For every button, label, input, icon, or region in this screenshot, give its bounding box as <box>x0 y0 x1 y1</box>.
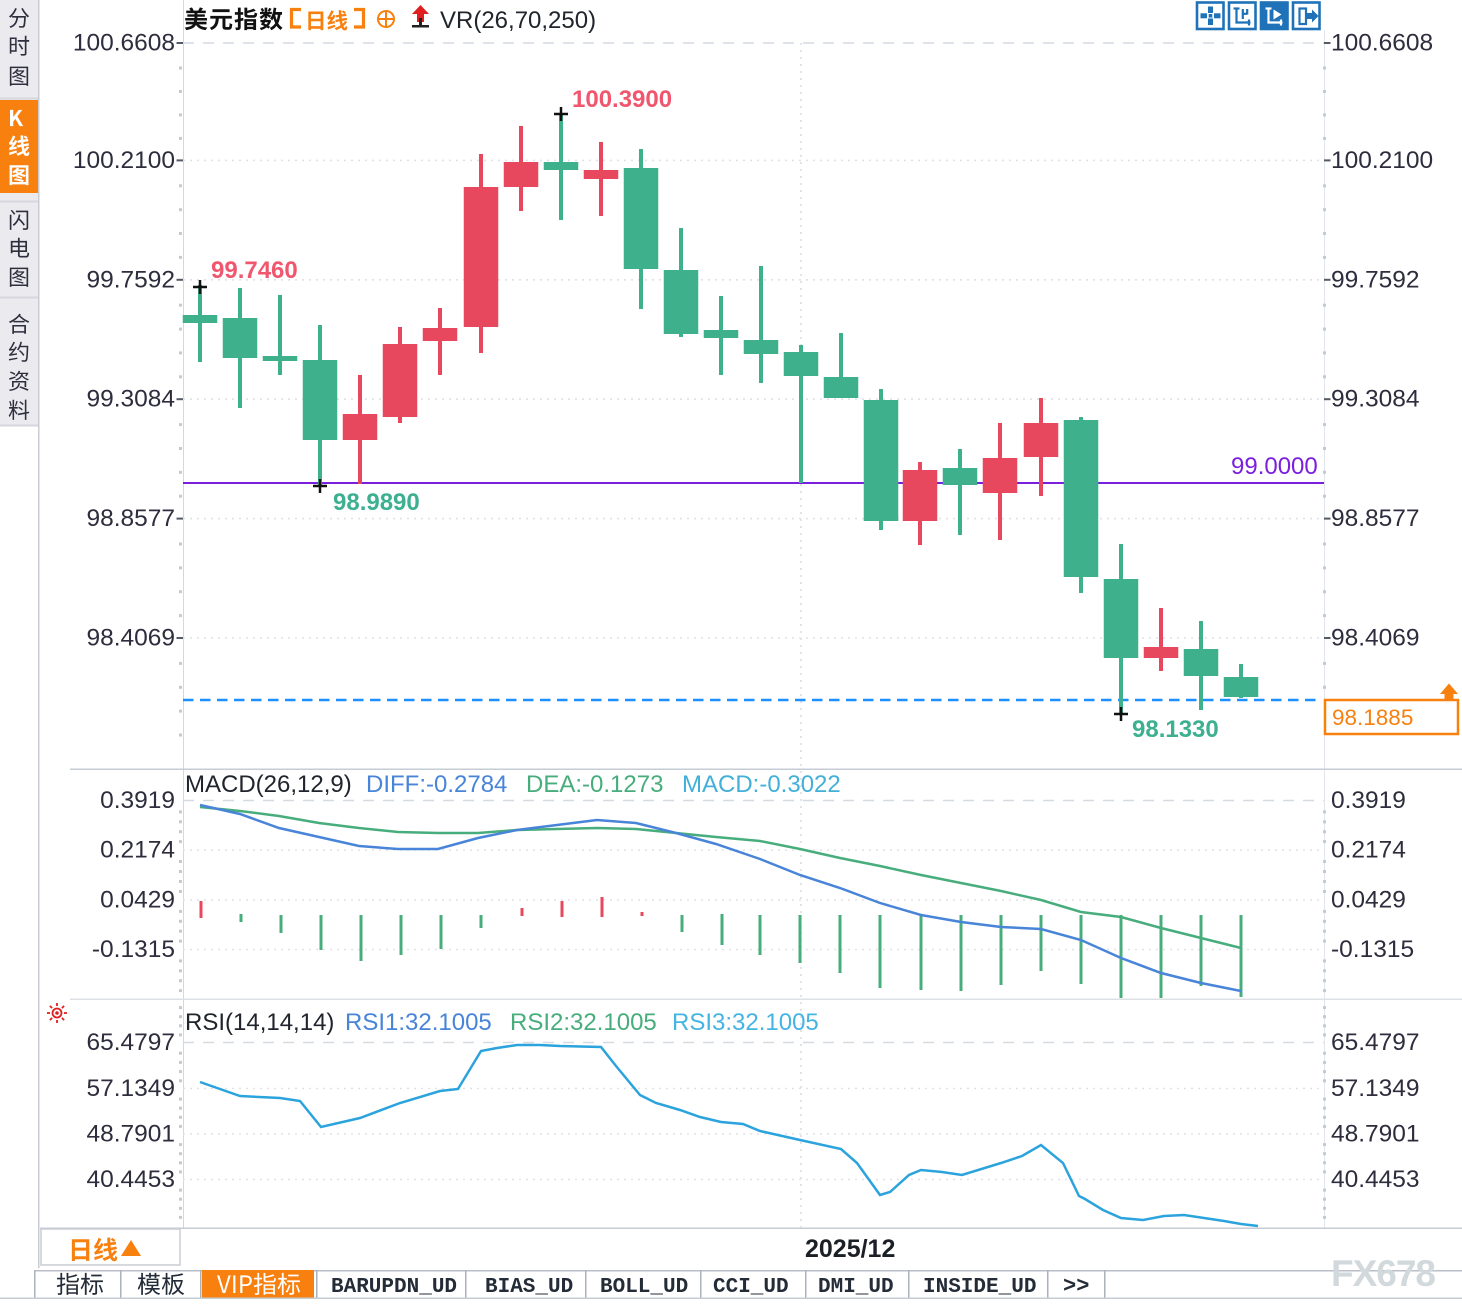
svg-text:98.8577: 98.8577 <box>86 505 175 532</box>
svg-text:98.9890: 98.9890 <box>333 489 420 516</box>
svg-text:0.3919: 0.3919 <box>100 787 175 814</box>
svg-text:RSI(14,14,14): RSI(14,14,14) <box>185 1009 334 1036</box>
svg-text:0.2174: 0.2174 <box>1331 837 1406 864</box>
svg-text:-0.1315: -0.1315 <box>92 936 175 963</box>
svg-text:99.7460: 99.7460 <box>211 257 298 284</box>
svg-text:65.4797: 65.4797 <box>86 1029 175 1056</box>
svg-text:98.8577: 98.8577 <box>1331 505 1420 532</box>
svg-text:2025/12: 2025/12 <box>805 1235 895 1263</box>
svg-text:-0.1315: -0.1315 <box>1331 936 1414 963</box>
svg-text:0.2174: 0.2174 <box>100 837 175 864</box>
svg-text:INSIDE_UD: INSIDE_UD <box>923 1276 1036 1299</box>
svg-text:99.3084: 99.3084 <box>1331 386 1420 413</box>
svg-text:99.0000: 99.0000 <box>1231 453 1318 480</box>
svg-text:DIFF:-0.2784: DIFF:-0.2784 <box>366 771 507 798</box>
svg-text:VR(26,70,250): VR(26,70,250) <box>440 7 596 34</box>
svg-text:48.7901: 48.7901 <box>1331 1121 1420 1148</box>
svg-text:FX678: FX678 <box>1331 1253 1435 1294</box>
svg-text:99.7592: 99.7592 <box>1331 266 1420 293</box>
svg-text:98.4069: 98.4069 <box>86 625 175 652</box>
svg-text:40.4453: 40.4453 <box>1331 1166 1420 1193</box>
svg-text:0.0429: 0.0429 <box>1331 887 1406 914</box>
svg-text:98.1885: 98.1885 <box>1332 705 1413 730</box>
svg-text:98.1330: 98.1330 <box>1132 716 1219 743</box>
svg-text:MACD:-0.3022: MACD:-0.3022 <box>682 771 841 798</box>
svg-text:BARUPDN_UD: BARUPDN_UD <box>331 1276 457 1299</box>
svg-text:48.7901: 48.7901 <box>86 1121 175 1148</box>
svg-text:100.6608: 100.6608 <box>73 30 175 57</box>
svg-text:98.4069: 98.4069 <box>1331 625 1420 652</box>
svg-text:BIAS_UD: BIAS_UD <box>485 1276 573 1299</box>
svg-text:100.3900: 100.3900 <box>572 86 672 113</box>
svg-text:100.6608: 100.6608 <box>1331 30 1433 57</box>
svg-text:99.7592: 99.7592 <box>86 266 175 293</box>
svg-text:65.4797: 65.4797 <box>1331 1029 1420 1056</box>
svg-text:0.3919: 0.3919 <box>1331 787 1406 814</box>
svg-text:0.0429: 0.0429 <box>100 887 175 914</box>
svg-text:RSI3:32.1005: RSI3:32.1005 <box>672 1009 819 1036</box>
svg-text:100.2100: 100.2100 <box>73 147 175 174</box>
svg-text:RSI1:32.1005: RSI1:32.1005 <box>345 1009 492 1036</box>
svg-text:CCI_UD: CCI_UD <box>713 1276 789 1299</box>
svg-text:>>: >> <box>1063 1274 1089 1299</box>
svg-text:57.1349: 57.1349 <box>86 1075 175 1102</box>
svg-text:40.4453: 40.4453 <box>86 1166 175 1193</box>
svg-text:57.1349: 57.1349 <box>1331 1075 1420 1102</box>
svg-text:MACD(26,12,9): MACD(26,12,9) <box>185 771 352 798</box>
svg-text:100.2100: 100.2100 <box>1331 147 1433 174</box>
svg-text:BOLL_UD: BOLL_UD <box>600 1276 688 1299</box>
svg-text:RSI2:32.1005: RSI2:32.1005 <box>510 1009 657 1036</box>
svg-text:DEA:-0.1273: DEA:-0.1273 <box>526 771 663 798</box>
svg-text:DMI_UD: DMI_UD <box>818 1276 894 1299</box>
svg-text:99.3084: 99.3084 <box>86 386 175 413</box>
